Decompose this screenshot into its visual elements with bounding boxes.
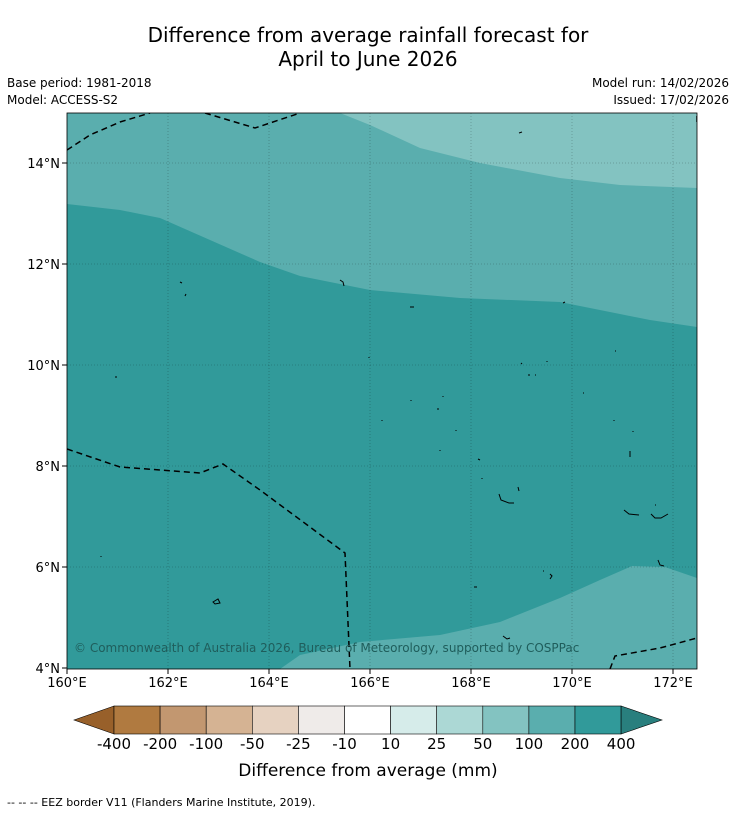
y-tick-label: 14°N — [27, 157, 60, 172]
colorbar-tick-label: -200 — [143, 735, 178, 753]
colorbar-swatch — [252, 705, 299, 735]
x-tick-label: 170°E — [552, 676, 592, 691]
colorbar-swatch — [574, 705, 622, 735]
zone-25-50 — [340, 113, 697, 188]
chart-title-line1: Difference from average rainfall forecas… — [147, 23, 589, 47]
x-tick-label: 168°E — [451, 676, 491, 691]
model-name: Model: ACCESS-S2 — [7, 93, 119, 107]
colorbar-tick-label: 200 — [560, 735, 590, 753]
y-tick-label: 6°N — [36, 561, 61, 576]
x-tick-label: 166°E — [350, 676, 390, 691]
x-tick-label: 164°E — [249, 676, 289, 691]
x-tick-labels: 160°E 162°E 164°E 166°E 168°E 170°E 172°… — [47, 676, 693, 691]
islands — [100, 131, 669, 640]
meta-right: Model run: 14/02/2026 Issued: 17/02/2026 — [592, 75, 729, 109]
x-tick-label: 160°E — [47, 676, 87, 691]
colorbar-tick-label: 25 — [427, 735, 447, 753]
base-period: Base period: 1981-2018 — [7, 76, 152, 90]
colorbar-swatch — [205, 705, 253, 735]
x-tick-label: 162°E — [148, 676, 188, 691]
copyright-notice: © Commonwealth of Australia 2026, Bureau… — [74, 641, 580, 655]
colorbar-tick-label: -10 — [332, 735, 357, 753]
y-tick-label: 4°N — [36, 662, 61, 677]
colorbar-extend-high — [620, 705, 663, 735]
y-tick-label: 8°N — [36, 460, 61, 475]
colorbar-extend-low — [73, 705, 115, 735]
x-tick-label: 172°E — [653, 676, 693, 691]
eez-borders — [67, 113, 697, 669]
colorbar-tick-label: 100 — [514, 735, 544, 753]
colorbar-tick-label: -100 — [189, 735, 224, 753]
colorbar-swatch — [528, 705, 576, 735]
colorbar-title: Difference from average (mm) — [238, 761, 498, 781]
colorbar-tick-label: -25 — [286, 735, 311, 753]
map-frame — [66, 112, 698, 670]
eez-footnote: -- -- -- EEZ border V11 (Flanders Marine… — [7, 796, 316, 809]
meta-left: Base period: 1981-2018 Model: ACCESS-S2 — [7, 75, 152, 109]
colorbar-tick-label: -400 — [96, 735, 132, 753]
graticule — [67, 113, 697, 669]
colorbar-swatch — [298, 705, 345, 735]
colorbar-tick-label: 400 — [606, 735, 636, 753]
rainfall-map — [67, 113, 697, 669]
issued-date: Issued: 17/02/2026 — [613, 93, 729, 107]
colorbar-tick-label: 10 — [381, 735, 401, 753]
colorbar-swatch — [113, 705, 161, 735]
zone-50-100-south — [280, 566, 697, 669]
colorbar-swatch — [436, 705, 484, 735]
y-tick-label: 10°N — [27, 359, 60, 374]
chart-title-line2: April to June 2026 — [278, 47, 458, 71]
colorbar-tick-label: -50 — [240, 735, 265, 753]
colorbar-tick-label: 50 — [473, 735, 493, 753]
colorbar-swatch — [390, 705, 438, 735]
tick-marks — [62, 162, 674, 674]
y-tick-labels: 4°N 6°N 8°N 10°N 12°N 14°N — [27, 157, 60, 677]
colorbar — [73, 705, 663, 735]
colorbar-swatch — [159, 705, 207, 735]
model-run: Model run: 14/02/2026 — [591, 76, 729, 90]
colorbar-swatch — [482, 705, 530, 735]
y-tick-label: 12°N — [27, 258, 60, 273]
colorbar-swatch — [344, 705, 391, 735]
